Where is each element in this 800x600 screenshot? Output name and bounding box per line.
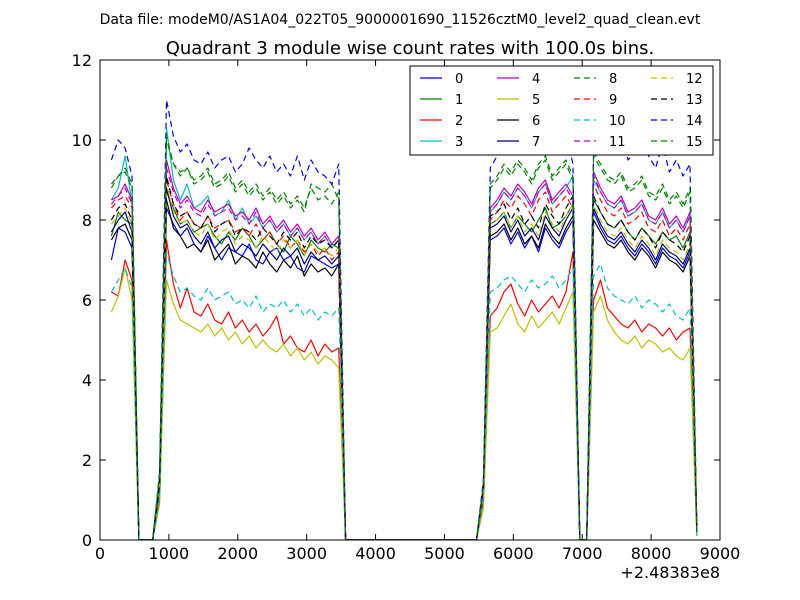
x-tick-label: 0 <box>95 544 105 563</box>
x-tick-label: 8000 <box>631 544 672 563</box>
legend-label-3: 3 <box>455 135 463 150</box>
x-tick-label: 3000 <box>286 544 327 563</box>
legend-label-10: 10 <box>609 114 626 129</box>
legend-label-12: 12 <box>686 72 703 87</box>
legend-label-6: 6 <box>532 114 540 129</box>
y-tick-label: 8 <box>82 211 92 230</box>
x-tick-label: 2000 <box>217 544 258 563</box>
y-tick-label: 6 <box>82 291 92 310</box>
legend-label-15: 15 <box>686 135 703 150</box>
legend-label-7: 7 <box>532 135 540 150</box>
legend-label-9: 9 <box>609 93 617 108</box>
legend-box <box>409 65 714 156</box>
y-tick-label: 4 <box>82 371 92 390</box>
legend-label-13: 13 <box>686 93 703 108</box>
legend-label-1: 1 <box>455 93 463 108</box>
series-line-3 <box>110 127 698 540</box>
y-tick-label: 12 <box>72 51 92 70</box>
series-line-8 <box>110 139 698 540</box>
chart-title: Quadrant 3 module wise count rates with … <box>166 38 655 59</box>
series-line-5 <box>110 267 698 540</box>
series-line-13 <box>110 175 698 540</box>
x-tick-label: 9000 <box>700 544 741 563</box>
y-tick-label: 2 <box>82 451 92 470</box>
x-tick-label: 1000 <box>149 544 190 563</box>
series-line-7 <box>110 187 698 540</box>
series-line-4 <box>111 159 698 540</box>
x-offset-label: +2.48383e8 <box>620 563 720 582</box>
legend-label-8: 8 <box>609 72 617 87</box>
series-line-10 <box>110 251 698 540</box>
series-line-1 <box>110 191 698 540</box>
series-line-9 <box>110 179 698 540</box>
x-tick-label: 6000 <box>493 544 534 563</box>
series-line-14 <box>110 99 698 540</box>
series-line-0 <box>110 207 698 540</box>
legend-label-5: 5 <box>532 93 540 108</box>
legend-label-2: 2 <box>455 114 463 129</box>
legend-label-4: 4 <box>532 72 540 87</box>
series-line-2 <box>111 239 698 540</box>
chart-suptitle: Data file: modeM0/AS1A04_022T05_90000016… <box>100 12 701 28</box>
series-line-11 <box>110 167 698 540</box>
legend-label-14: 14 <box>686 114 703 129</box>
x-tick-label: 7000 <box>562 544 603 563</box>
legend-label-11: 11 <box>609 135 626 150</box>
x-tick-label: 4000 <box>355 544 396 563</box>
series-line-15 <box>110 135 698 540</box>
series-line-6 <box>110 199 698 540</box>
y-tick-label: 10 <box>72 131 92 150</box>
series-line-12 <box>110 183 698 540</box>
legend-label-0: 0 <box>455 72 463 87</box>
y-tick-label: 0 <box>82 531 92 550</box>
x-tick-label: 5000 <box>424 544 465 563</box>
